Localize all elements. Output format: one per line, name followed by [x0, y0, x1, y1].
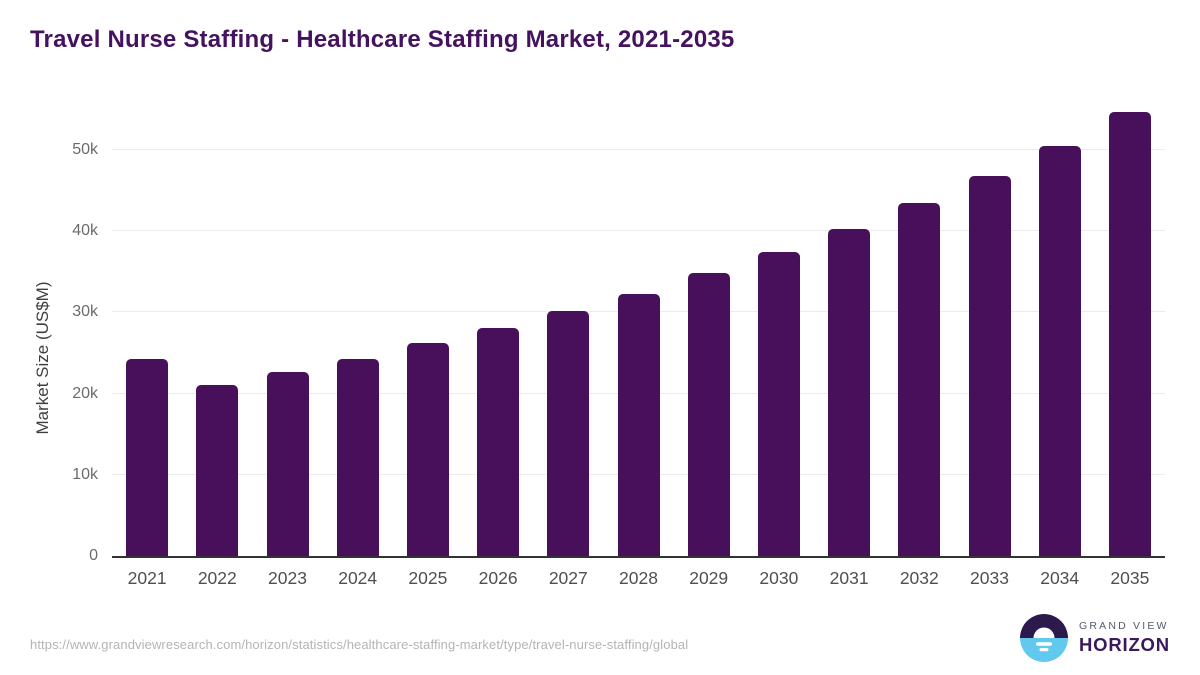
x-tick-label-2028: 2028: [619, 568, 658, 588]
y-tick-label-20k: 20k: [72, 384, 98, 402]
brand-logo: GRAND VIEW HORIZON: [1020, 614, 1170, 662]
plot-area: 0 10k 20k 30k 40k 50k 2021 2022 2023 2024 2025 2026…: [72, 95, 1165, 588]
bar-2026: [477, 327, 520, 556]
bar-2021: [126, 358, 169, 556]
bar-2035: [1108, 111, 1151, 556]
bar-2031: [828, 229, 871, 556]
x-tick-label-2032: 2032: [899, 568, 939, 588]
x-tick-label-2024: 2024: [338, 568, 378, 588]
footer: https://www.grandviewresearch.com/horizo…: [0, 613, 1200, 675]
gridline-40k: [112, 230, 1165, 232]
x-tick-label-2030: 2030: [759, 568, 799, 588]
x-tick-label-2026: 2026: [478, 568, 518, 588]
brand-name-top: GRAND VIEW: [1079, 620, 1169, 632]
x-tick-label-2025: 2025: [408, 568, 448, 588]
x-tick-label-2023: 2023: [268, 568, 307, 588]
bar-2022: [196, 384, 239, 556]
y-tick-label-0: 0: [89, 547, 98, 564]
bar-2034: [1038, 145, 1081, 556]
bar-2024: [336, 358, 379, 556]
x-tick-label-2022: 2022: [197, 568, 237, 588]
bar-2027: [547, 311, 590, 556]
bar-2028: [617, 293, 660, 556]
y-tick-label-40k: 40k: [72, 222, 98, 240]
bar-2029: [687, 273, 730, 556]
source-url: https://www.grandviewresearch.com/horizo…: [30, 637, 689, 652]
x-tick-label-2029: 2029: [689, 568, 729, 588]
x-tick-label-2021: 2021: [127, 568, 167, 588]
x-tick-label-2034: 2034: [1040, 568, 1080, 588]
y-tick-label-50k: 50k: [72, 140, 98, 158]
x-tick-label-2033: 2033: [970, 568, 1009, 588]
x-tick-label-2035: 2035: [1110, 568, 1150, 588]
brand-logo-text: GRAND VIEW HORIZON: [1079, 620, 1170, 656]
y-tick-label-30k: 30k: [72, 303, 98, 321]
brand-name-bottom: HORIZON: [1079, 634, 1170, 655]
y-tick-label-10k: 10k: [72, 465, 98, 483]
y-axis-title: Market Size (US$M): [33, 281, 52, 435]
bar-2030: [757, 252, 800, 556]
horizon-logo-icon: [1020, 614, 1068, 662]
chart-title: Travel Nurse Staffing - Healthcare Staff…: [30, 26, 735, 53]
bar-2032: [898, 203, 941, 556]
x-tick-label-2031: 2031: [829, 568, 869, 588]
bar-2023: [266, 371, 309, 556]
bar-2025: [406, 343, 449, 556]
x-tick-label-2027: 2027: [548, 568, 588, 588]
gridline-50k: [112, 148, 1165, 150]
bar-2033: [968, 175, 1011, 556]
